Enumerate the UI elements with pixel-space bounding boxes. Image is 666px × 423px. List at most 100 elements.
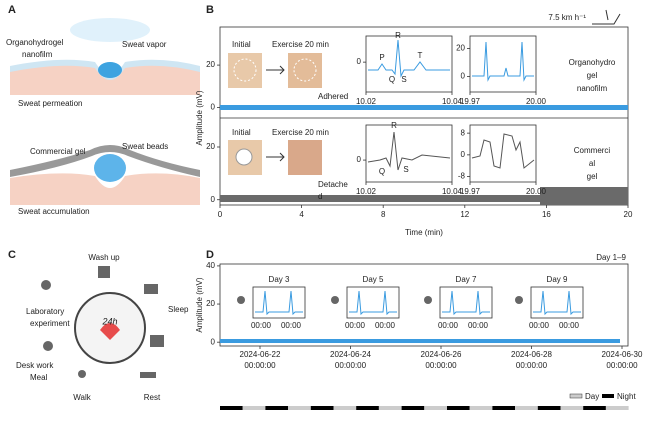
label: Organohydrogel [6,38,64,47]
peak-label: Q [389,75,395,84]
x-tick-label: 00:00:00 [606,361,638,370]
y-tick-label: 0 [357,57,362,66]
activity-icons [41,266,164,378]
heart [100,323,120,340]
plot-frame [219,26,629,206]
day-night-segment [220,406,243,410]
y-tick-label: 8 [461,128,466,137]
photo-label: Exercise 20 min [272,128,329,137]
label: Commercial gel [30,147,86,156]
x-axis-label: Time (min) [405,228,443,237]
inset-title: Day 3 [269,275,290,284]
x-tick-label: 2024-06-22 [240,350,281,359]
photo-label: Initial [232,40,251,49]
day-night-segment [401,406,425,410]
device-name: gel [587,71,598,80]
signal-trace [220,195,540,202]
photo-detail [233,58,257,82]
label: Sweat accumulation [18,207,90,216]
x-tick-label: 10.02 [356,97,377,106]
x-tick-label: 10.04 [442,187,463,196]
y-axis-label: Amplitude (mV) [195,90,204,145]
day-night-segment [310,406,334,410]
inset-frame [365,124,453,183]
inset-frame [252,286,306,319]
signal-trace [220,339,620,343]
activity: Rest [144,393,161,402]
x-tick-label: 19.97 [460,187,481,196]
day-night-segment [515,406,538,410]
panel-label: C [8,249,16,261]
speed: 7.5 km h⁻¹ [548,13,586,22]
activity: experiment [30,319,70,328]
x-tick-label: 00:00 [251,321,272,330]
peak-label: R [395,31,401,40]
device-name: Organohydro [569,58,616,67]
peak-label: S [403,165,408,174]
activity: Walk [73,393,91,402]
arrow [266,65,285,75]
period: Day 1–9 [596,253,626,262]
inset-title: Day 9 [547,275,568,284]
label: Sweat permeation [18,99,82,108]
legend-label: Night [617,392,636,401]
day-night-segment [605,406,629,410]
waveform [367,131,451,171]
activity-icon [331,296,339,304]
day-night-segment [469,406,493,410]
x-tick-label: 0 [218,210,223,219]
y-tick-label: 40 [206,261,215,270]
signal-trace [220,105,628,110]
skin-illustration-bottom [10,145,200,205]
clock-label: 24h [101,316,117,326]
photo-label: Exercise 20 min [272,40,329,49]
photo-label: Initial [232,128,251,137]
treadmill-icon [592,9,621,25]
y-tick-label: 20 [456,44,465,53]
day-night-segment [288,406,311,410]
waveform [255,290,303,316]
waveform [442,290,490,316]
x-tick-label: 2024-06-26 [421,350,462,359]
activity: Sleep [168,305,189,314]
inset-frame [469,124,537,183]
inset-frame [530,286,584,319]
inset-title: Day 7 [456,275,477,284]
arrow [266,152,285,162]
x-tick-label: 00:00 [559,321,580,330]
inset-frame [346,286,400,319]
waveform [349,290,397,316]
x-tick-label: 20 [624,210,633,219]
device-name: al [589,159,595,168]
y-tick-label: 0 [357,155,362,164]
day-night-segment [492,406,516,410]
inset-frame [365,35,453,93]
x-tick-label: 00:00:00 [516,361,548,370]
x-tick-label: 12 [460,210,469,219]
label: nanofilm [22,50,53,59]
activity: Desk work [16,361,54,370]
waveform [472,41,534,82]
x-tick-label: 00:00 [468,321,489,330]
skin-illustration-top [10,18,200,95]
panel-label: B [206,4,214,16]
x-tick-label: 20.00 [526,97,547,106]
waveform [368,39,450,78]
activity-icon [424,296,432,304]
y-tick-label: -8 [458,172,466,181]
x-tick-label: 00:00 [281,321,302,330]
activity: Meal [30,373,48,382]
y-tick-label: 20 [206,299,215,308]
x-tick-label: 00:00:00 [425,361,457,370]
photo [228,53,262,88]
x-tick-label: 00:00:00 [244,361,276,370]
y-tick-label: 0 [211,337,216,346]
peak-label: S [401,75,406,84]
y-tick-label: 0 [461,150,466,159]
day-night-segment [537,406,561,410]
device-name: Commerci [574,146,611,155]
x-tick-label: 8 [381,210,386,219]
day-night-segment [265,406,289,410]
activity: Laboratory [26,307,64,316]
